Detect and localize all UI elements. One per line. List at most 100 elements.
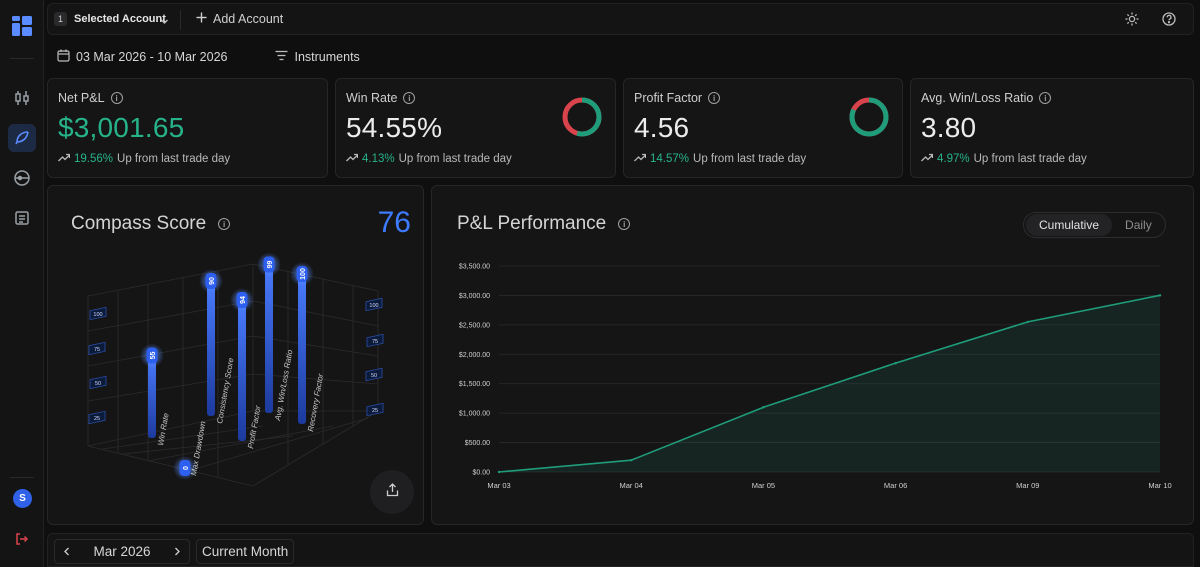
compass-tick-label: 100 [93, 312, 102, 318]
info-icon[interactable]: i [708, 92, 721, 104]
info-icon[interactable]: i [110, 92, 123, 104]
y-tick-label: $2,000.00 [459, 352, 490, 359]
donut-profit-arc [849, 97, 889, 137]
info-icon[interactable]: i [1039, 92, 1052, 104]
stat-title: Net P&L i [58, 91, 123, 105]
instruments-filter-button[interactable]: Instruments [275, 50, 360, 64]
instruments-label: Instruments [294, 50, 360, 64]
share-icon [386, 482, 399, 502]
calendar-bar: Mar 2026 Current Month [47, 533, 1194, 567]
pnl-title: P&L Performance i [457, 213, 631, 235]
x-tick-label: Mar 06 [884, 481, 907, 490]
info-icon[interactable]: i [618, 218, 631, 230]
compass-axis-tick: 50 [365, 367, 383, 382]
compass-bar-cap [263, 256, 275, 273]
chevron-down-icon[interactable] [160, 13, 169, 31]
cumulative-daily-toggle: Cumulative Daily [1023, 212, 1166, 238]
compass-ticks-left: 100 75 50 25 [88, 306, 107, 425]
avatar[interactable]: S [13, 489, 32, 508]
chevron-left-icon[interactable] [63, 544, 71, 559]
change-text: Up from last trade day [398, 153, 512, 165]
compass-axis-tick: 100 [89, 306, 107, 321]
change-percent: 4.97% [937, 153, 970, 165]
pnl-point [630, 459, 633, 462]
compass-feather-icon[interactable] [8, 124, 36, 152]
compass-tick-label: 25 [94, 416, 100, 422]
journal-log-icon[interactable] [8, 164, 36, 192]
filter-bar: 03 Mar 2026 - 10 Mar 2026 Instruments [47, 44, 360, 70]
compass-bar-cap [296, 266, 308, 282]
sidebar-divider [10, 58, 34, 59]
compass-tick-box [88, 341, 106, 356]
stat-change: 14.57% Up from last trade day [634, 153, 806, 165]
compass-tick-label: 25 [372, 408, 378, 414]
x-tick-label: Mar 09 [1016, 481, 1039, 490]
compass-ticks-right: 100 75 50 25 [365, 297, 384, 417]
topbar-divider [180, 10, 181, 30]
toggle-daily[interactable]: Daily [1125, 218, 1152, 232]
candlestick-icon[interactable] [8, 84, 36, 112]
change-percent: 14.57% [650, 153, 690, 165]
compass-bar-value: 55 [150, 352, 157, 360]
donut-win-arc [562, 97, 602, 137]
stat-value: 54.55% [346, 112, 443, 143]
date-range-picker[interactable]: 03 Mar 2026 - 10 Mar 2026 [57, 49, 227, 65]
compass-bar-column [265, 264, 273, 413]
compass-axis-tick: 100 [365, 297, 383, 312]
profit-factor-donut [849, 97, 889, 137]
account-number-badge: 1 [54, 12, 67, 26]
trend-up-icon [921, 153, 934, 165]
compass-score-card: Compass Score i 76 55 0 90 94 99 [47, 185, 424, 525]
sidebar-divider [10, 477, 34, 478]
compass-tick-label: 50 [95, 381, 101, 387]
compass-bar: 55 [140, 343, 164, 438]
compass-bar-cap [179, 460, 191, 476]
compass-bar: 99 [257, 252, 281, 413]
month-navigator: Mar 2026 [54, 539, 190, 564]
notebook-icon[interactable] [8, 204, 36, 232]
y-tick-label: $3,500.00 [459, 264, 490, 271]
add-account-button[interactable]: Add Account [196, 12, 283, 26]
compass-bar: 0 [173, 456, 197, 480]
compass-metric-label: Profit Factor [246, 405, 262, 450]
plus-icon [196, 12, 207, 26]
top-bar: 1 Selected Account Add Account [47, 3, 1194, 35]
compass-bars: 55 0 90 94 99 100 [140, 252, 314, 480]
date-range-label: 03 Mar 2026 - 10 Mar 2026 [76, 50, 228, 64]
stat-card-profit-factor: Profit Factor i 4.56 14.57% Up from last … [623, 78, 903, 178]
sidebar: S [0, 0, 44, 567]
stat-change: 4.97% Up from last trade day [921, 153, 1087, 165]
compass-bar: 90 [199, 269, 223, 416]
change-text: Up from last trade day [973, 153, 1087, 165]
help-icon[interactable] [1162, 12, 1176, 31]
app-logo-icon[interactable] [8, 12, 36, 40]
stat-title: Avg. Win/Loss Ratio i [921, 91, 1052, 105]
x-tick-label: Mar 10 [1148, 481, 1171, 490]
logout-icon[interactable] [8, 525, 36, 553]
pnl-point [1026, 320, 1029, 324]
theme-toggle-sun-icon[interactable] [1125, 12, 1139, 31]
compass-tick-box [366, 402, 384, 417]
stat-card-avg-win-loss: Avg. Win/Loss Ratio i 3.80 4.97% Up from … [910, 78, 1194, 178]
chevron-right-icon[interactable] [173, 544, 181, 559]
current-month-button[interactable]: Current Month [196, 539, 295, 564]
account-selector[interactable]: Selected Account [74, 13, 166, 25]
compass-tick-box [365, 367, 383, 382]
pnl-performance-card: P&L Performance i Cumulative Daily $0.00… [431, 185, 1194, 525]
compass-tick-box [88, 410, 106, 425]
compass-bar-column [238, 300, 246, 441]
info-icon[interactable]: i [218, 218, 231, 230]
calendar-icon [57, 49, 70, 65]
compass-bar-value: 0 [183, 466, 190, 470]
toggle-cumulative[interactable]: Cumulative [1026, 214, 1113, 236]
trend-up-icon [634, 153, 647, 165]
pnl-area [499, 295, 1160, 472]
change-text: Up from last trade day [693, 153, 807, 165]
share-button[interactable] [370, 470, 414, 514]
pnl-point [1158, 294, 1162, 297]
info-icon[interactable]: i [403, 92, 416, 104]
compass-metric-label: Recovery Factor [306, 373, 325, 433]
pnl-point [497, 470, 501, 474]
y-tick-label: $1,500.00 [459, 381, 490, 388]
compass-score-value: 76 [377, 206, 411, 239]
